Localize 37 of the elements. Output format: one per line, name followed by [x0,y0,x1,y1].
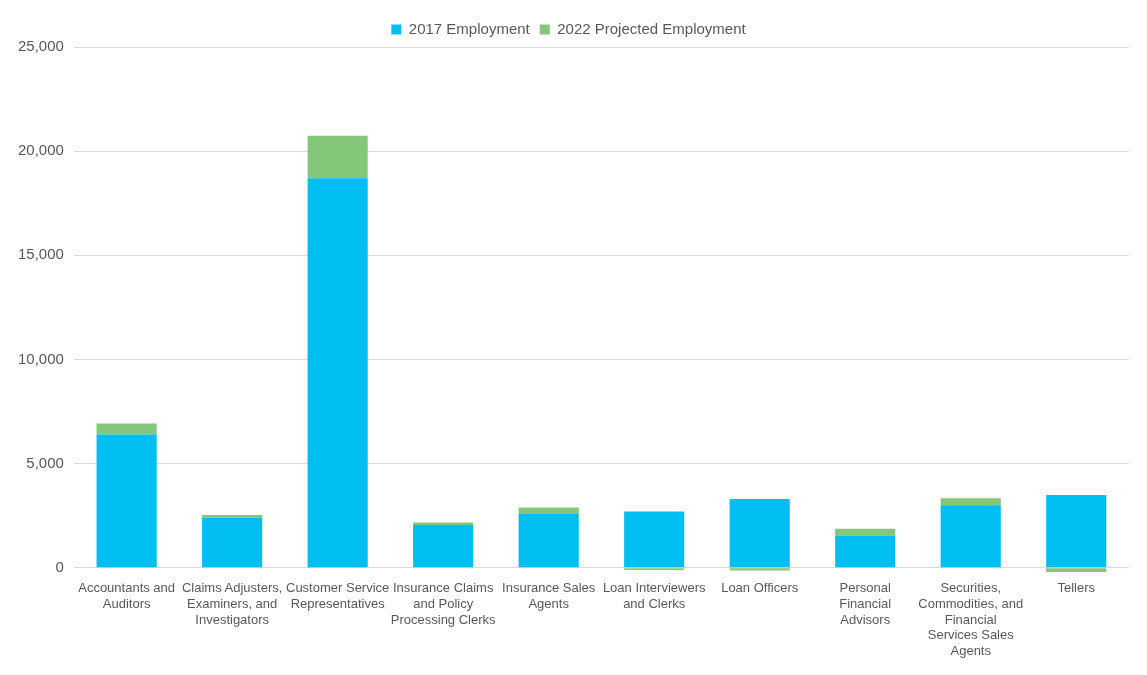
bar [413,522,474,526]
bar [940,505,1001,568]
bar [202,515,263,518]
bar [624,511,685,568]
bar [96,423,157,435]
y-tick-label: 25,000 [17,37,64,55]
y-tick-label: 20,000 [17,141,64,159]
bar [518,507,579,515]
bar [202,517,263,568]
x-tick-label: Securities, Commodities, and Financial Services Sales Agents [918,580,1024,658]
y-tick-label: 15,000 [17,245,64,263]
x-tick-label: Customer Service Representatives [286,580,390,611]
x-tick-label: Loan Officers [721,580,799,596]
bar [835,535,896,568]
bar [413,525,474,568]
legend-label: 2017 Employment [408,19,531,37]
bar [835,528,896,536]
bar [96,434,157,568]
bar [729,568,790,571]
y-tick-label: 0 [55,557,64,575]
x-tick-label: Insurance Claims and Policy Processing Clerks [390,580,497,627]
x-tick-label: Loan Interviewers and Clerks [602,580,706,611]
x-tick-label: Tellers [1057,580,1096,596]
x-tick-label: Claims Adjusters, Examiners, and Investigators [181,580,283,627]
y-tick-label: 10,000 [17,349,64,367]
bar [1046,568,1107,572]
x-tick-label: Personal Financial Advisors [839,580,892,627]
bar [940,498,1001,506]
legend-label: 2022 Projected Employment [557,19,747,37]
bar [307,135,368,179]
bar [729,499,790,568]
bar [307,178,368,568]
x-tick-label: Accountants and Auditors [78,580,176,611]
bar [518,514,579,568]
x-tick-label: Insurance Sales Agents [502,580,596,611]
y-tick-label: 5,000 [26,453,64,471]
bar [1046,494,1107,568]
